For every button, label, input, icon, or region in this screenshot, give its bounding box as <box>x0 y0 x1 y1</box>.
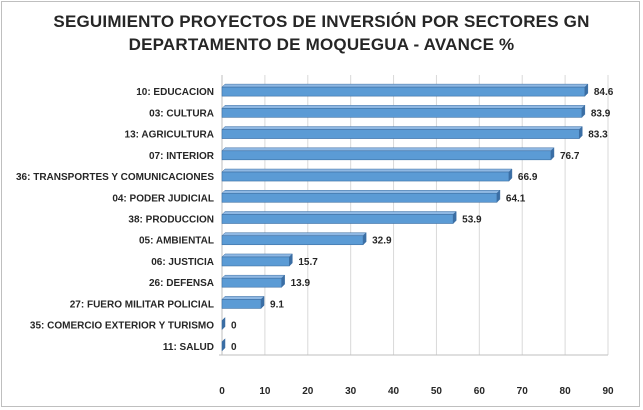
bar-side <box>221 338 226 352</box>
bar-top <box>221 83 589 88</box>
value-label: 0 <box>231 342 237 353</box>
x-tick-label: 70 <box>517 386 529 397</box>
bar-top <box>221 105 586 109</box>
chart-title-line-1: SEGUIMIENTO PROYECTOS DE INVERSIÓN POR S… <box>53 12 590 31</box>
category-label: 11: SALUD <box>163 342 214 353</box>
x-tick-label: 40 <box>388 386 400 397</box>
value-labels: 84.6 83.9 83.3 76.7 66.9 64.1 53.9 32.9 15.7 13.9… <box>231 87 614 353</box>
category-label: 07: INTERIOR <box>149 151 215 162</box>
value-label: 84.6 <box>594 87 614 98</box>
bar <box>221 256 290 267</box>
bar <box>221 86 586 97</box>
category-label: 10: EDUCACION <box>136 87 214 98</box>
x-tick-label: 60 <box>474 386 486 397</box>
bar-top <box>221 190 501 194</box>
bar <box>221 277 282 288</box>
category-label: 04: PODER JUDICIAL <box>112 193 214 204</box>
value-label: 9.1 <box>270 299 284 310</box>
category-label: 35: COMERCIO EXTERIOR Y TURISMO <box>30 321 214 332</box>
bar-top <box>221 274 286 279</box>
category-label: 06: JUSTICIA <box>151 257 214 268</box>
bars <box>221 83 589 352</box>
value-label: 64.1 <box>506 193 526 204</box>
bar-side <box>221 317 226 331</box>
x-axis-ticks: 0 10 20 30 40 50 60 70 80 90 <box>219 386 614 397</box>
bar-top <box>221 232 367 236</box>
bar-top <box>221 126 583 130</box>
category-label: 26: DEFENSA <box>149 278 214 289</box>
bar <box>221 171 510 182</box>
category-label: 27: FUERO MILITAR POLICIAL <box>70 299 214 310</box>
value-label: 0 <box>231 321 237 332</box>
bar-top <box>221 296 265 300</box>
category-label: 05: AMBIENTAL <box>139 236 214 247</box>
bar-top <box>221 147 555 152</box>
category-label: 36: TRANSPORTES Y COMUNICACIONES <box>16 172 214 183</box>
x-tick-label: 80 <box>560 386 572 397</box>
value-label: 66.9 <box>518 172 538 183</box>
x-tick-label: 0 <box>219 386 225 397</box>
x-tick-label: 50 <box>431 386 443 397</box>
bar <box>221 214 454 224</box>
chart-title-line-2: DEPARTAMENTO DE MOQUEGUA - AVANCE % <box>128 35 515 54</box>
bar-top <box>221 168 513 173</box>
x-tick-label: 10 <box>259 386 271 397</box>
value-label: 32.9 <box>372 236 392 247</box>
category-label: 13: AGRICULTURA <box>125 130 214 141</box>
value-label: 83.9 <box>591 108 611 119</box>
x-tick-label: 90 <box>602 386 614 397</box>
bar <box>221 108 583 118</box>
value-label: 83.3 <box>588 130 608 141</box>
x-tick-label: 30 <box>345 386 357 397</box>
bar <box>221 129 580 139</box>
category-label: 38: PRODUCCION <box>128 215 214 226</box>
value-label: 53.9 <box>462 215 482 226</box>
value-label: 15.7 <box>298 257 318 268</box>
bar <box>221 192 498 203</box>
bar-top <box>221 211 457 215</box>
value-label: 76.7 <box>560 151 580 162</box>
category-labels: 10: EDUCACION 03: CULTURA 13: AGRICULTURA 0… <box>16 87 215 353</box>
bar <box>221 150 552 161</box>
x-tick-label: 20 <box>302 386 314 397</box>
bar-top <box>221 253 293 258</box>
value-label: 13.9 <box>291 278 311 289</box>
bar <box>221 235 364 246</box>
category-label: 03: CULTURA <box>149 108 214 119</box>
bar <box>221 299 262 309</box>
